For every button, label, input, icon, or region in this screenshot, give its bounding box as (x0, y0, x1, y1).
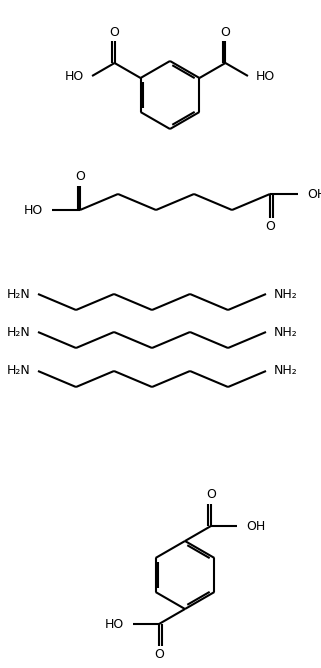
Text: NH₂: NH₂ (274, 325, 298, 339)
Text: O: O (265, 220, 275, 234)
Text: H₂N: H₂N (6, 287, 30, 301)
Text: NH₂: NH₂ (274, 365, 298, 377)
Text: HO: HO (24, 204, 43, 216)
Text: OH: OH (246, 520, 265, 532)
Text: O: O (110, 25, 119, 39)
Text: OH: OH (307, 188, 321, 200)
Text: NH₂: NH₂ (274, 287, 298, 301)
Text: O: O (154, 649, 164, 661)
Text: HO: HO (105, 617, 124, 631)
Text: HO: HO (256, 69, 275, 83)
Text: O: O (75, 170, 85, 184)
Text: O: O (206, 488, 216, 502)
Text: HO: HO (65, 69, 84, 83)
Text: H₂N: H₂N (6, 325, 30, 339)
Text: O: O (221, 25, 230, 39)
Text: H₂N: H₂N (6, 365, 30, 377)
